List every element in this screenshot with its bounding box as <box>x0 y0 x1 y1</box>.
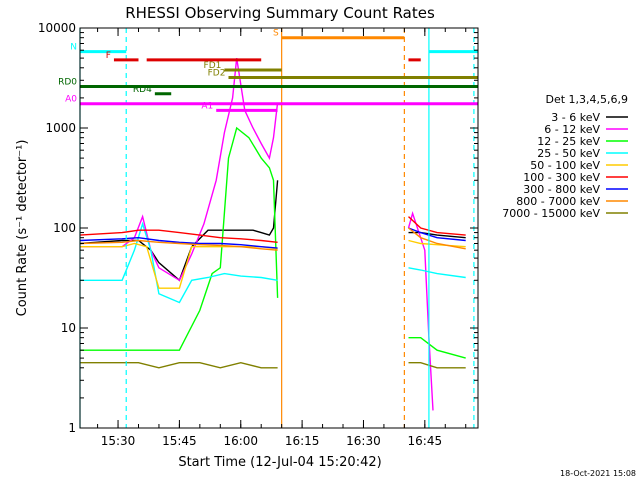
series-6-12-kev <box>80 57 279 282</box>
series-100-300-kev <box>79 229 278 243</box>
series-300-800-kev <box>79 236 278 249</box>
series-25-50-kev-after-gap <box>408 267 466 279</box>
y-axis-label: Count Rate (s⁻¹ detector⁻¹) <box>15 140 30 317</box>
flag-rd4-label: RD4 <box>133 85 152 95</box>
legend-label-50-100-kev: 50 - 100 keV <box>530 159 600 172</box>
x-axis-label: Start Time (12-Jul-04 15:20:42) <box>178 455 381 470</box>
legend-label-25-50-kev: 25 - 50 keV <box>537 147 600 160</box>
legend-label-100-300-kev: 100 - 300 keV <box>523 171 600 184</box>
x-tick-label-16-30: 16:30 <box>346 434 381 448</box>
y-tick-label-100: 100 <box>53 221 76 235</box>
legend-title: Det 1,3,4,5,6,9 <box>545 93 628 106</box>
flag-a1-label: A1 <box>201 101 213 111</box>
x-tick-label-16-15: 16:15 <box>285 434 320 448</box>
series-12-25-kev <box>80 126 279 351</box>
x-tick-label-15-45: 15:45 <box>162 434 197 448</box>
flag-fd2-label: FD2 <box>208 68 226 78</box>
flag-f-label: F <box>106 51 111 61</box>
x-tick-label-15-30: 15:30 <box>101 434 136 448</box>
footer-timestamp: 18-Oct-2021 15:08 <box>560 469 636 478</box>
flag-a0-label: A0 <box>65 95 77 105</box>
y-tick-label-10000: 10000 <box>38 21 76 35</box>
legend-label-7000-15000-kev: 7000 - 15000 keV <box>502 207 600 220</box>
legend-label-3-6-kev: 3 - 6 keV <box>551 111 600 124</box>
flag-fd1-label: FD1 <box>204 61 222 71</box>
series-7000-15000-kev <box>80 361 278 369</box>
series-3-6-kev <box>79 180 279 282</box>
series-800-7000-kev <box>79 239 278 251</box>
series-50-100-kev <box>80 242 278 289</box>
legend-label-300-800-kev: 300 - 800 keV <box>523 183 600 196</box>
y-tick-label-10: 10 <box>61 321 76 335</box>
series-7000-15000-kev-after-gap <box>408 362 466 369</box>
y-tick-label-1000: 1000 <box>45 121 76 135</box>
series-12-25-kev-after-gap <box>408 337 466 359</box>
flag-s-label: S <box>273 29 279 39</box>
flag-n-label: N <box>70 43 77 53</box>
legend-label-12-25-kev: 12 - 25 keV <box>537 135 600 148</box>
x-tick-label-16-45: 16:45 <box>408 434 443 448</box>
x-tick-label-16-00: 16:00 <box>223 434 258 448</box>
series-25-50-kev <box>80 221 278 304</box>
chart-title: RHESSI Observing Summary Count Rates <box>125 4 435 22</box>
flag-rd0-label: RD0 <box>58 78 77 88</box>
legend-label-800-7000-kev: 800 - 7000 keV <box>516 195 600 208</box>
legend-label-6-12-kev: 6 - 12 keV <box>544 123 600 136</box>
y-tick-label-1: 1 <box>68 421 76 435</box>
